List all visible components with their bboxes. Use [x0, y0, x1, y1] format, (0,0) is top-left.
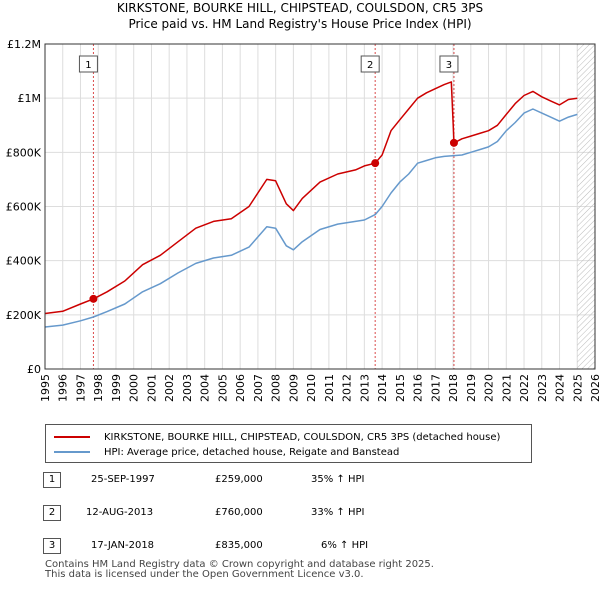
footer: Contains HM Land Registry data © Crown c… — [45, 560, 434, 580]
sale-dot — [89, 294, 98, 303]
x-tick-label: 2019 — [465, 374, 478, 402]
row-price: £835,000 — [215, 540, 263, 551]
x-tick-label: 2022 — [518, 374, 531, 402]
x-tick-label: 2020 — [483, 374, 496, 402]
table-row: 1 25-SEP-1997 £259,000 35% ↑ HPI — [43, 472, 563, 490]
legend-label-price: KIRKSTONE, BOURKE HILL, CHIPSTEAD, COULS… — [104, 431, 501, 443]
x-tick-label: 2004 — [199, 374, 212, 402]
x-tick-label: 2001 — [145, 374, 158, 402]
sale-marker-number: 2 — [367, 60, 373, 71]
y-tick-label: £1M — [18, 92, 42, 105]
y-tick-label: £800K — [6, 146, 42, 159]
x-tick-label: 2014 — [376, 374, 389, 402]
x-tick-label: 2007 — [252, 374, 265, 402]
legend-item-hpi: HPI: Average price, detached house, Reig… — [54, 445, 399, 459]
table-row: 2 12-AUG-2013 £760,000 33% ↑ HPI — [43, 505, 563, 523]
series-lines — [44, 81, 578, 328]
y-tick-label: £400K — [6, 255, 42, 268]
x-tick-label: 2002 — [163, 374, 176, 402]
hpi-series-line — [44, 108, 578, 328]
grid — [44, 43, 596, 370]
chart-title: KIRKSTONE, BOURKE HILL, CHIPSTEAD, COULS… — [116, 1, 484, 15]
x-tick-label: 2011 — [323, 374, 336, 402]
plot-frame — [44, 43, 596, 370]
x-tick-label: 2015 — [394, 374, 407, 402]
sale-marker-box — [439, 55, 459, 73]
x-tick-label: 2010 — [305, 374, 318, 402]
y-tick-label: £0 — [27, 363, 41, 376]
sale-marker-number: 1 — [85, 60, 91, 71]
x-tick-label: 1998 — [92, 374, 105, 402]
x-tick-label: 2012 — [341, 374, 354, 402]
legend-swatch-price — [54, 436, 90, 438]
future-region — [577, 44, 595, 369]
x-tick-label: 1997 — [74, 374, 87, 402]
sale-marker-number: 3 — [446, 60, 452, 71]
x-tick-label: 2008 — [270, 374, 283, 402]
x-tick-label: 2000 — [128, 374, 141, 402]
row-number-badge: 3 — [43, 538, 61, 554]
x-tick-label: 2021 — [500, 374, 513, 402]
legend-label-hpi: HPI: Average price, detached house, Reig… — [104, 446, 400, 458]
row-price: £259,000 — [215, 474, 263, 485]
x-tick-label: 2009 — [287, 374, 300, 402]
row-date: 17-JAN-2018 — [91, 540, 155, 551]
future-hatch — [577, 44, 595, 369]
row-number-badge: 1 — [43, 472, 61, 488]
sale-marker-labels: 1 2 3 — [78, 55, 459, 73]
x-tick-label: 2023 — [536, 374, 549, 402]
y-axis: £0 £200K £400K £600K £800K £1M £1.2M — [6, 38, 42, 376]
row-number-badge: 2 — [43, 505, 61, 521]
y-tick-label: £600K — [6, 201, 42, 214]
x-axis: 1995 1996 1997 1998 1999 2000 2001 2002 2003 2004… — [39, 374, 600, 402]
y-tick-label: £200K — [6, 309, 42, 322]
x-tick-label: 2026 — [589, 374, 600, 402]
row-hpi: 35% ↑ HPI — [311, 474, 365, 485]
x-tick-label: 2006 — [234, 374, 247, 402]
x-tick-label: 2005 — [216, 374, 229, 402]
legend: KIRKSTONE, BOURKE HILL, CHIPSTEAD, COULS… — [45, 424, 532, 463]
y-tick-label: £1.2M — [7, 38, 41, 51]
x-tick-label: 2003 — [181, 374, 194, 402]
sale-marker-box — [78, 55, 98, 73]
row-price: £760,000 — [215, 507, 263, 518]
x-tick-label: 2016 — [412, 374, 425, 402]
x-tick-label: 2025 — [571, 374, 584, 402]
x-tick-label: 2018 — [447, 374, 460, 402]
sale-dot — [371, 159, 380, 168]
x-tick-label: 1995 — [39, 374, 52, 402]
x-tick-label: 2024 — [554, 374, 567, 402]
row-date: 12-AUG-2013 — [86, 507, 154, 518]
sale-dot — [449, 138, 458, 147]
price-series-line — [44, 81, 578, 315]
x-tick-label: 1996 — [57, 374, 70, 402]
table-row: 3 17-JAN-2018 £835,000 6% ↑ HPI — [43, 538, 563, 556]
legend-swatch-hpi — [54, 451, 90, 453]
x-tick-label: 2013 — [358, 374, 371, 402]
x-tick-label: 1999 — [110, 374, 123, 402]
footer-licence: This data is licensed under the Open Gov… — [45, 569, 364, 580]
footer-copyright: Contains HM Land Registry data © Crown c… — [45, 559, 434, 570]
chart-subtitle: Price paid vs. HM Land Registry's House … — [128, 17, 472, 31]
sale-dots — [89, 138, 458, 303]
sale-marker-box — [360, 55, 380, 73]
row-hpi: 33% ↑ HPI — [311, 507, 365, 518]
row-hpi: 6% ↑ HPI — [321, 540, 369, 551]
legend-item-price: KIRKSTONE, BOURKE HILL, CHIPSTEAD, COULS… — [54, 430, 500, 444]
x-tick-label: 2017 — [429, 374, 442, 402]
row-date: 25-SEP-1997 — [91, 474, 155, 485]
